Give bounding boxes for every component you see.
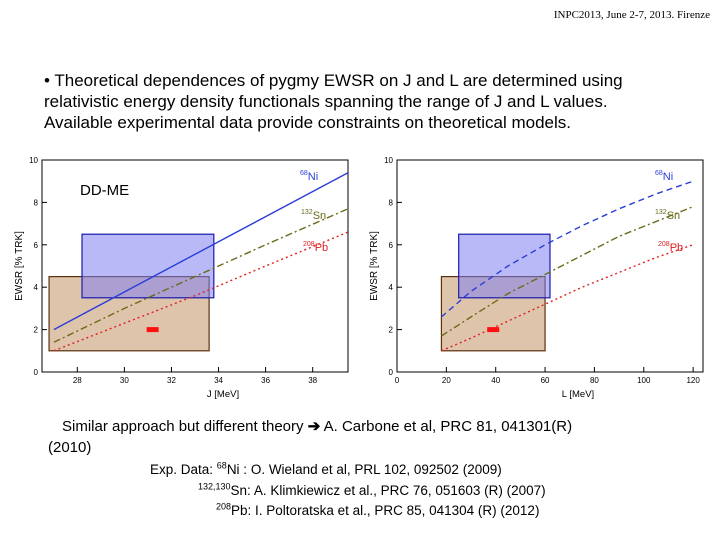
series-label-ni: 68Ni [300, 170, 318, 183]
series-label-ni: 68Ni [655, 170, 673, 183]
ni-constraint-box [81, 233, 215, 299]
y-tick-label: 10 [29, 156, 38, 165]
y-tick-label: 8 [389, 198, 394, 207]
ref-sn: 132,130Sn: A. Klimkiewicz et al., PRC 76… [198, 481, 546, 500]
bullet-line-1: • Theoretical dependences of pygmy EWSR … [44, 71, 623, 90]
series-name: Pb [670, 242, 683, 254]
x-tick-label: 0 [395, 376, 400, 385]
x-tick-label: 60 [541, 376, 550, 385]
series-label-sn: 132Sn [301, 209, 326, 222]
x-tick-label: 34 [214, 376, 223, 385]
x-tick-label: 40 [491, 376, 500, 385]
x-tick-label: 30 [120, 376, 129, 385]
ref-ni: Exp. Data: 68Ni : O. Wieland et al, PRL … [150, 460, 502, 479]
ref-pb: 208Pb: I. Poltoratska et al., PRC 85, 04… [216, 501, 539, 520]
slide-header: INPC2013, June 2-7, 2013. Firenze [553, 9, 710, 21]
x-tick-label: 120 [686, 376, 700, 385]
x-tick-label: 36 [261, 376, 270, 385]
series-mass: 68 [300, 170, 308, 177]
y-tick-label: 4 [389, 283, 394, 292]
x-axis-title: J [MeV] [207, 389, 239, 400]
similar-text: Similar approach but different theory [62, 418, 304, 435]
y-tick-label: 4 [34, 283, 39, 292]
experimental-point [146, 327, 159, 333]
y-axis-title: EWSR [% TRK] [14, 231, 25, 301]
x-tick-label: 80 [590, 376, 599, 385]
y-tick-label: 2 [389, 326, 394, 335]
ref-pb-text: Pb: I. Poltoratska et al., PRC 85, 04130… [231, 503, 540, 518]
x-tick-label: 28 [73, 376, 82, 385]
series-line-ni [53, 172, 349, 331]
series-label-sn: 132Sn [655, 209, 680, 222]
series-mass: 208 [303, 241, 315, 248]
ref-prefix: Exp. Data: [150, 462, 217, 477]
x-tick-label: 38 [308, 376, 317, 385]
bullet-text: • Theoretical dependences of pygmy EWSR … [44, 70, 720, 133]
model-label: DD-ME [80, 182, 129, 199]
x-tick-label: 100 [637, 376, 651, 385]
series-name: Ni [308, 171, 318, 183]
series-line-ni [440, 180, 694, 318]
series-line-sn [441, 205, 694, 337]
similar-reference: A. Carbone et al, PRC 81, 041301(R) [323, 418, 573, 435]
y-tick-label: 0 [34, 368, 39, 377]
series-mass: 68 [655, 170, 663, 177]
ref-sn-mass: 132,130 [198, 481, 231, 492]
ref-ni-text: Ni : O. Wieland et al, PRL 102, 092502 (… [226, 462, 502, 477]
series-name: Ni [663, 171, 673, 183]
x-axis-title: L [MeV] [562, 389, 594, 400]
y-tick-label: 2 [34, 326, 39, 335]
series-label-pb: 208Pb [658, 241, 683, 254]
x-tick-label: 20 [442, 376, 451, 385]
series-mass: 132 [301, 209, 313, 216]
ref-pb-mass: 208 [216, 501, 232, 512]
series-name: Pb [315, 242, 328, 254]
series-name: Sn [313, 210, 326, 222]
y-tick-label: 6 [389, 241, 394, 250]
x-tick-label: 32 [167, 376, 176, 385]
y-tick-label: 6 [34, 241, 39, 250]
y-axis-title: EWSR [% TRK] [369, 231, 380, 301]
bullet-line-2: relativistic energy density functionals … [44, 92, 608, 111]
right-arrow-icon: ➔ [307, 418, 321, 435]
ref-ni-mass: 68 [216, 460, 227, 471]
series-mass: 132 [655, 209, 667, 216]
series-line-pb [53, 231, 349, 352]
bullet-line-3: Available experimental data provide cons… [44, 113, 571, 132]
y-tick-label: 10 [384, 156, 393, 165]
ref-sn-text: Sn: A. Klimkiewicz et al., PRC 76, 05160… [230, 483, 546, 498]
series-name: Sn [667, 210, 680, 222]
experimental-point [487, 327, 500, 333]
ni-constraint-box [458, 233, 551, 299]
series-label-pb: 208Pb [303, 241, 328, 254]
similar-approach-note: Similar approach but different theory ➔ … [48, 416, 702, 458]
y-tick-label: 0 [389, 368, 394, 377]
y-tick-label: 8 [34, 198, 39, 207]
series-line-sn [53, 208, 349, 343]
similar-year: (2010) [48, 439, 92, 456]
series-mass: 208 [658, 241, 670, 248]
